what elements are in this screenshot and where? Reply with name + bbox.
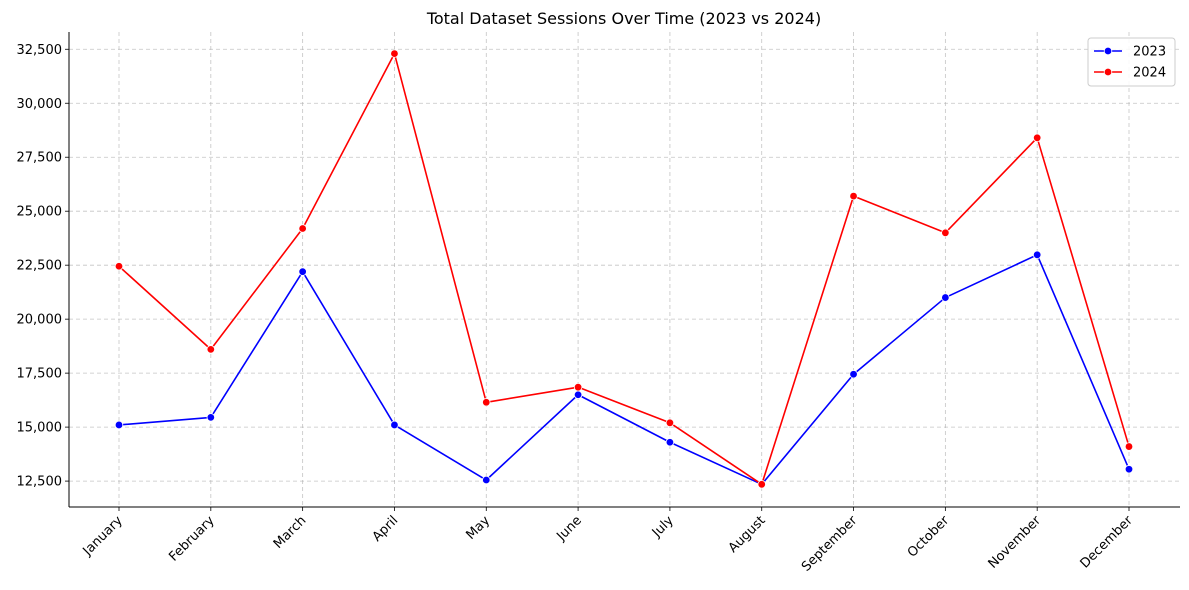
x-tick-label: December [1078,513,1137,572]
y-axis-ticks: 12,500 15,000 17,500 20,000 22,500 25,000 27,5… [17,43,69,490]
data-point-2024 [573,382,583,392]
x-tick-label: September [799,513,861,575]
x-tick-label: October [905,513,953,561]
data-point-2023 [298,267,307,276]
legend-marker-2023 [1103,46,1113,56]
y-tick-label: 12,500 [17,475,63,490]
grid [69,32,1180,507]
x-axis-ticks: January February March April May June July Augu… [80,507,1137,575]
data-point-2023 [941,293,950,302]
data-point-2024 [757,480,766,489]
x-tick-label: July [649,513,677,541]
y-tick-label: 25,000 [17,205,63,220]
y-tick-label: 27,500 [17,151,63,166]
x-tick-label: January [80,513,126,559]
series-layer [114,49,1134,489]
data-point-2023 [206,413,216,422]
data-point-2023 [390,420,399,430]
x-tick-label: April [370,513,402,545]
legend-label-2023: 2023 [1133,45,1166,60]
data-point-2024 [390,49,399,58]
y-tick-label: 20,000 [17,313,63,328]
y-tick-label: 17,500 [17,367,63,382]
data-point-2024 [482,398,491,407]
series-line-2024 [118,52,1130,486]
x-tick-label: February [166,513,218,565]
data-point-2023 [849,370,858,379]
x-tick-label: March [271,513,310,552]
data-point-2023 [1124,465,1134,474]
y-tick-label: 30,000 [17,97,63,112]
data-point-2024 [665,418,675,427]
data-point-2024 [1124,442,1134,451]
legend: 2023 2024 [1087,37,1176,87]
data-point-2023 [665,438,675,447]
data-point-2023 [573,390,583,399]
data-point-2024 [298,224,307,233]
y-tick-label: 32,500 [17,43,63,58]
data-point-2024 [206,345,216,354]
data-point-2023 [114,420,124,430]
legend-marker-2024 [1103,67,1113,77]
chart-title: Total Dataset Sessions Over Time (2023 v… [426,9,821,28]
x-tick-label: May [463,513,493,543]
axes [68,32,1180,508]
x-tick-label: November [986,513,1045,572]
x-tick-label: August [726,513,769,556]
data-point-2023 [1032,250,1042,260]
y-tick-label: 22,500 [17,259,63,274]
data-point-2024 [1032,133,1042,142]
x-tick-label: June [554,513,585,544]
data-point-2024 [849,191,858,201]
legend-label-2024: 2024 [1133,66,1166,81]
series-line-2023 [118,254,1130,486]
y-tick-label: 15,000 [17,421,63,436]
data-point-2023 [482,475,491,485]
data-point-2024 [941,228,950,237]
data-point-2024 [114,262,124,271]
